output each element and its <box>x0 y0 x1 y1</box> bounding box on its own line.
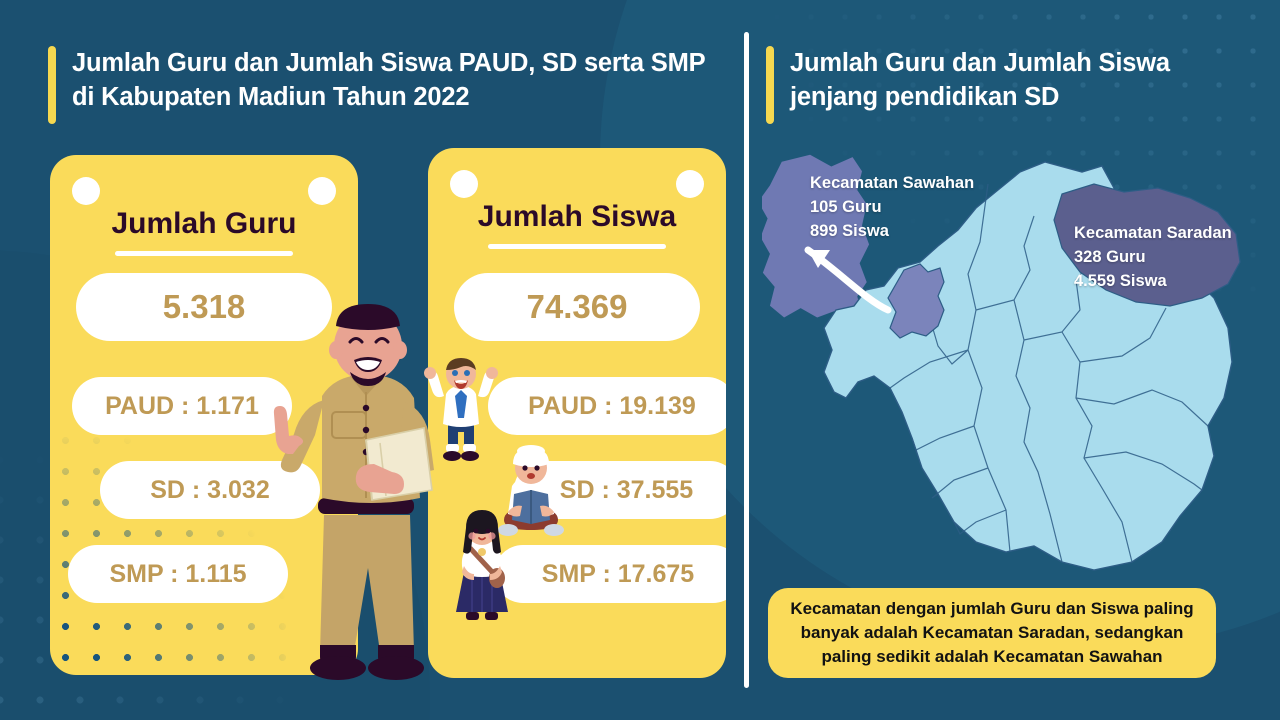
stat-card-jumlah-siswa: Jumlah Siswa 74.369 PAUD : 19.139 SD : 3… <box>428 148 726 678</box>
panel-divider <box>744 32 749 688</box>
title-accent-bar <box>48 46 56 124</box>
card-punch-hole-right <box>308 177 336 205</box>
siswa-sd-value: SD : 37.555 <box>514 461 726 519</box>
siswa-total-value: 74.369 <box>454 273 700 341</box>
right-panel-title: Jumlah Guru dan Jumlah Siswa jenjang pen… <box>766 46 1236 124</box>
map-label-saradan-teachers: 328 Guru <box>1074 247 1146 266</box>
summary-callout-box: Kecamatan dengan jumlah Guru dan Siswa p… <box>768 588 1216 678</box>
map-label-sawahan: Kecamatan Sawahan 105 Guru 899 Siswa <box>810 172 974 244</box>
card-heading-underline <box>488 244 666 249</box>
map-label-saradan: Kecamatan Saradan 328 Guru 4.559 Siswa <box>1074 222 1232 294</box>
map-label-sawahan-teachers: 105 Guru <box>810 197 882 216</box>
map-label-saradan-students: 4.559 Siswa <box>1074 271 1167 290</box>
guru-total-value: 5.318 <box>76 273 332 341</box>
stat-card-jumlah-guru: Jumlah Guru 5.318 PAUD : 1.171 SD : 3.03… <box>50 155 358 675</box>
card-punch-hole-left <box>72 177 100 205</box>
guru-smp-value: SMP : 1.115 <box>68 545 288 603</box>
guru-sd-value: SD : 3.032 <box>100 461 320 519</box>
card-punch-hole-left <box>450 170 478 198</box>
map-callout-arrowhead <box>808 250 830 268</box>
left-panel-title: Jumlah Guru dan Jumlah Siswa PAUD, SD se… <box>48 46 708 124</box>
map-label-sawahan-name: Kecamatan Sawahan <box>810 174 975 192</box>
map-label-sawahan-students: 899 Siswa <box>810 221 889 240</box>
madiun-regency-map <box>762 150 1262 580</box>
title-accent-bar <box>766 46 774 124</box>
card-heading: Jumlah Siswa <box>477 200 677 233</box>
map-svg <box>762 154 1241 571</box>
card-punch-hole-right <box>676 170 704 198</box>
map-label-saradan-name: Kecamatan Saradan <box>1074 224 1232 242</box>
map-region-sawahan[interactable] <box>887 263 945 339</box>
guru-paud-value: PAUD : 1.171 <box>72 377 292 435</box>
right-panel-title-text: Jumlah Guru dan Jumlah Siswa jenjang pen… <box>790 49 1170 112</box>
summary-callout-text: Kecamatan dengan jumlah Guru dan Siswa p… <box>790 599 1194 666</box>
card-heading: Jumlah Guru <box>111 207 297 240</box>
siswa-paud-value: PAUD : 19.139 <box>488 377 726 435</box>
siswa-smp-value: SMP : 17.675 <box>494 545 726 603</box>
card-heading-underline <box>115 251 293 256</box>
map-region-saradan[interactable] <box>1053 183 1241 307</box>
left-panel-title-text: Jumlah Guru dan Jumlah Siswa PAUD, SD se… <box>72 49 705 112</box>
